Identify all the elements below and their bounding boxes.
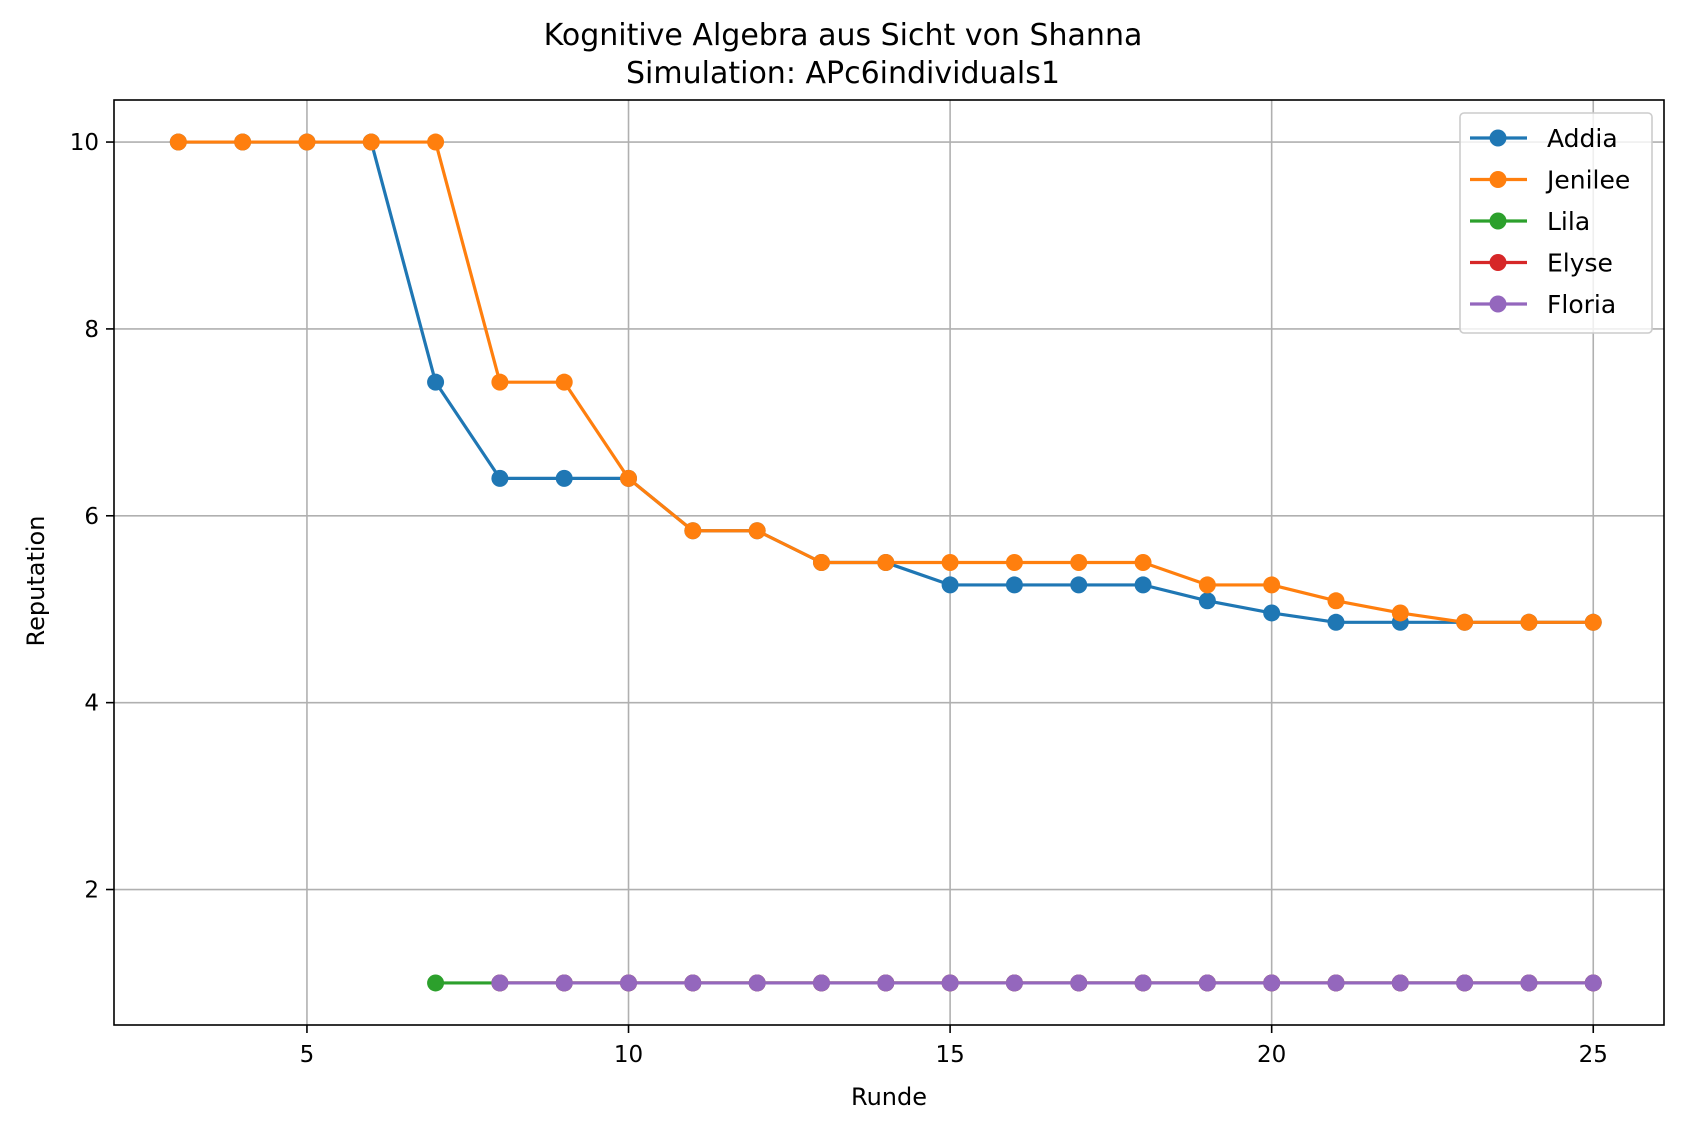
data-point-jenilee: [169, 133, 187, 151]
data-point-addia: [1327, 613, 1345, 631]
x-tick-label: 25: [1579, 1042, 1608, 1068]
data-point-addia: [1134, 576, 1152, 594]
legend-marker-jenilee: [1489, 171, 1507, 188]
data-point-jenilee: [362, 133, 380, 151]
data-point-floria: [1391, 974, 1409, 992]
data-point-floria: [748, 974, 766, 992]
data-point-jenilee: [491, 373, 509, 391]
grid: [114, 100, 1664, 1025]
data-point-jenilee: [427, 133, 445, 151]
data-point-floria: [1327, 974, 1345, 992]
data-point-floria: [941, 974, 959, 992]
data-point-addia: [427, 373, 445, 391]
y-tick-label: 4: [84, 691, 99, 717]
y-axis-label: Reputation: [22, 516, 50, 647]
data-point-jenilee: [1584, 613, 1602, 631]
series-layer: [169, 133, 1602, 992]
data-point-addia: [491, 469, 509, 487]
legend-label-addia: Addia: [1547, 124, 1618, 153]
data-point-floria: [1584, 974, 1602, 992]
data-point-addia: [1005, 576, 1023, 594]
legend-label-elyse: Elyse: [1547, 249, 1613, 278]
series-floria: [491, 974, 1602, 992]
data-point-jenilee: [877, 554, 895, 571]
data-point-floria: [620, 974, 638, 992]
data-point-addia: [555, 469, 573, 487]
data-point-floria: [1005, 974, 1023, 992]
legend-item-addia: Addia: [1470, 124, 1618, 153]
data-point-floria: [684, 974, 702, 992]
series-line-addia: [178, 140, 1594, 624]
data-point-jenilee: [298, 133, 316, 151]
data-point-floria: [1456, 974, 1474, 992]
legend-marker-elyse: [1489, 254, 1507, 271]
data-point-addia: [1070, 576, 1088, 594]
chart-title: Kognitive Algebra aus Sicht von Shanna: [544, 18, 1143, 53]
legend-box: [1459, 112, 1653, 334]
data-point-jenilee: [1520, 613, 1538, 631]
legend-item-elyse: Elyse: [1470, 249, 1613, 278]
data-point-floria: [491, 974, 509, 992]
data-point-jenilee: [812, 554, 830, 571]
legend: Addia Jenilee Lila Elyse Floria: [1459, 112, 1653, 334]
data-point-jenilee: [1263, 576, 1281, 594]
legend-marker-lila: [1489, 212, 1507, 230]
data-point-jenilee: [1198, 576, 1216, 594]
y-tick-label: 2: [84, 878, 99, 904]
data-point-jenilee: [1005, 554, 1023, 571]
legend-item-floria: Floria: [1470, 290, 1616, 319]
legend-label-lila: Lila: [1547, 207, 1590, 236]
data-point-floria: [555, 974, 573, 992]
data-point-jenilee: [555, 373, 573, 391]
data-point-floria: [1198, 974, 1216, 992]
y-tick-label: 8: [84, 317, 99, 343]
plot-frame: [113, 99, 1665, 1026]
data-point-floria: [877, 974, 895, 992]
data-point-jenilee: [620, 469, 638, 487]
data-point-jenilee: [1456, 613, 1474, 631]
y-tick-label: 6: [84, 504, 99, 530]
data-point-floria: [1134, 974, 1152, 992]
data-point-floria: [812, 974, 830, 992]
data-point-jenilee: [941, 554, 959, 571]
data-point-jenilee: [748, 522, 766, 540]
legend-item-jenilee: Jenilee: [1470, 166, 1630, 195]
data-point-addia: [941, 576, 959, 594]
data-point-jenilee: [1070, 554, 1088, 571]
x-tick-label: 15: [935, 1042, 964, 1068]
data-point-jenilee: [684, 522, 702, 540]
x-tick-label: 20: [1257, 1042, 1286, 1068]
data-point-addia: [1198, 592, 1216, 610]
data-point-floria: [1263, 974, 1281, 992]
data-point-floria: [1070, 974, 1088, 992]
legend-item-lila: Lila: [1470, 207, 1590, 236]
x-axis-label: Runde: [851, 1083, 927, 1111]
axis-ticks: 5 10 15 20 25 2 4 6 8 10: [70, 130, 1608, 1068]
y-tick-label: 10: [70, 130, 99, 156]
x-tick-label: 10: [614, 1042, 643, 1068]
data-point-jenilee: [1327, 592, 1345, 610]
legend-label-jenilee: Jenilee: [1545, 166, 1630, 195]
legend-marker-floria: [1489, 295, 1507, 313]
data-point-jenilee: [1391, 604, 1409, 622]
data-point-addia: [1263, 604, 1281, 622]
chart-subtitle: Simulation: APc6individuals1: [626, 56, 1060, 91]
legend-marker-addia: [1489, 129, 1507, 147]
data-point-jenilee: [234, 133, 252, 151]
x-tick-label: 5: [300, 1042, 315, 1068]
data-point-floria: [1520, 974, 1538, 992]
data-point-jenilee: [1134, 554, 1152, 571]
data-point-lila: [427, 974, 445, 992]
legend-label-floria: Floria: [1547, 290, 1616, 319]
series-jenilee: [169, 133, 1602, 631]
